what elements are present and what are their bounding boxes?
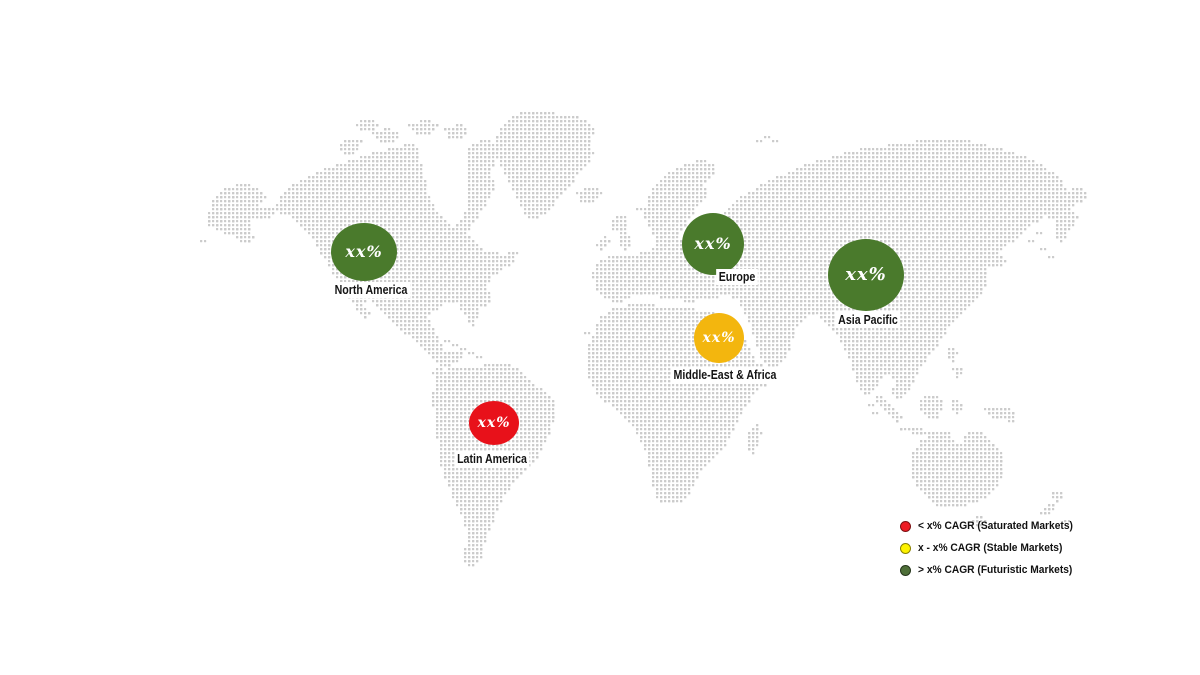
region-bubble-north-america: xx% (331, 223, 397, 281)
region-label-europe: Europe (716, 269, 758, 285)
region-label-north-america: North America (332, 282, 410, 298)
region-bubble-middle-east-africa: xx% (694, 313, 744, 363)
region-value-latin-america: xx% (477, 415, 511, 431)
legend-item-saturated: < x% CAGR (Saturated Markets) (900, 520, 1085, 533)
region-label-asia-pacific: Asia Pacific (835, 312, 901, 328)
region-label-middle-east-africa: Middle-East & Africa (670, 367, 780, 383)
region-bubble-latin-america: xx% (469, 401, 519, 445)
region-value-north-america: xx% (345, 242, 383, 261)
region-value-europe: xx% (694, 234, 732, 253)
legend-label-saturated: < x% CAGR (Saturated Markets) (918, 520, 1073, 532)
legend-label-stable: x - x% CAGR (Stable Markets) (918, 542, 1063, 554)
legend-dot-red (900, 521, 911, 532)
region-value-middle-east-africa: xx% (702, 330, 736, 346)
region-value-asia-pacific: xx% (845, 264, 887, 285)
region-bubble-asia-pacific: xx% (828, 239, 904, 311)
region-bubble-europe: xx% (682, 213, 744, 275)
legend-item-stable: x - x% CAGR (Stable Markets) (900, 542, 1085, 555)
legend-dot-green (900, 565, 911, 576)
legend-item-futuristic: > x% CAGR (Futuristic Markets) (900, 564, 1085, 577)
region-label-latin-america: Latin America (454, 451, 530, 467)
legend-label-futuristic: > x% CAGR (Futuristic Markets) (918, 564, 1073, 576)
legend-dot-yellow (900, 543, 911, 554)
cagr-legend: < x% CAGR (Saturated Markets) x - x% CAG… (900, 520, 1085, 586)
